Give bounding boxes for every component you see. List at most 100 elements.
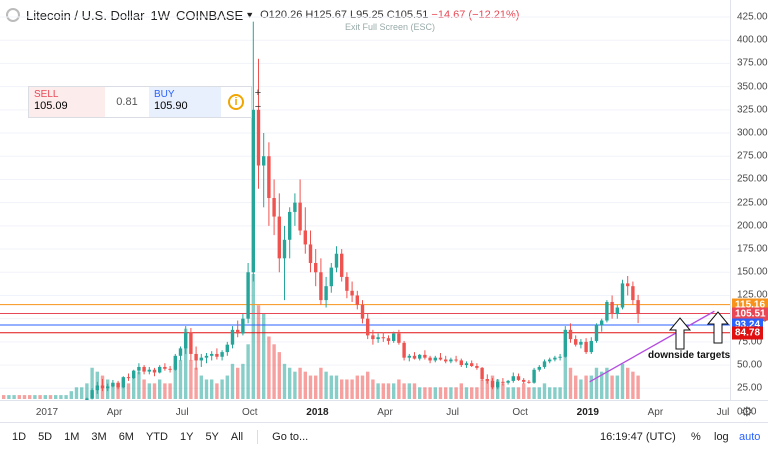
- candle-body: [334, 253, 339, 268]
- volume-bar: [246, 344, 250, 399]
- volume-bar: [600, 371, 604, 399]
- timeframe-3m[interactable]: 3M: [91, 431, 107, 443]
- volume-bar: [17, 395, 21, 399]
- candle-body: [542, 361, 547, 367]
- candle-body: [516, 376, 521, 380]
- candle-body: [589, 340, 593, 353]
- volume-bar: [22, 395, 27, 399]
- timeframe-1m[interactable]: 1M: [64, 431, 80, 443]
- candle-body: [485, 379, 489, 381]
- timeframe-ytd[interactable]: YTD: [145, 431, 168, 443]
- volume-bar: [392, 383, 396, 399]
- info-button[interactable]: i: [221, 87, 251, 117]
- candle-body: [95, 385, 99, 391]
- volume-bar: [407, 383, 411, 399]
- time-tick: 2018: [306, 407, 329, 418]
- candle-body: [366, 318, 370, 336]
- timeframe-6m[interactable]: 6M: [118, 431, 134, 443]
- volume-bar: [38, 395, 42, 399]
- volume-bar: [366, 371, 370, 399]
- volume-bar: [230, 363, 235, 399]
- candle-body: [438, 357, 443, 360]
- exit-fullscreen-hint[interactable]: Exit Full Screen (ESC): [345, 22, 436, 32]
- volume-bar: [620, 363, 625, 399]
- gear-icon[interactable]: ⚙: [741, 404, 753, 419]
- volume-bar: [350, 379, 354, 399]
- time-tick: Jul: [175, 407, 189, 418]
- volume-bar: [589, 375, 593, 399]
- interval-label[interactable]: 1W: [150, 7, 171, 23]
- price-axis[interactable]: 425.00 400.00 375.00 350.00 325.00 300.00 275.…: [730, 0, 768, 417]
- goto-button[interactable]: Go to...: [272, 431, 309, 443]
- volume-bar: [80, 387, 84, 399]
- candle-body: [449, 359, 453, 362]
- timeframe-all[interactable]: All: [230, 431, 244, 443]
- buy-price: 105.90: [154, 100, 188, 112]
- volume-bar: [308, 375, 313, 399]
- candle-body: [215, 353, 219, 357]
- buy-button[interactable]: BUY 105.90: [149, 87, 221, 117]
- time-tick: Oct: [242, 407, 258, 418]
- zoom-in-button[interactable]: +: [254, 87, 262, 99]
- price-tick: 50.00: [737, 359, 763, 371]
- volume-bar: [74, 387, 79, 399]
- volume-bar: [412, 383, 417, 399]
- auto-toggle[interactable]: auto: [739, 431, 761, 443]
- exchange-label[interactable]: COINBASE: [176, 7, 244, 23]
- volume-bar: [210, 379, 214, 399]
- arrow-up-icon: [668, 317, 692, 350]
- timeframe-5y[interactable]: 5Y: [205, 431, 219, 443]
- spread-value: 0.81: [116, 96, 138, 108]
- percent-toggle[interactable]: %: [691, 431, 701, 443]
- time-axis[interactable]: 2017 Apr Jul Oct 2018 Apr Jul Oct 2019 Apr Jul: [0, 400, 768, 423]
- bottom-toolbar: 1D 5D 1M 3M 6M YTD 1Y 5Y All Go to... 16:19:47 (…: [0, 422, 768, 451]
- sell-label: SELL: [34, 89, 59, 100]
- volume-bar: [189, 359, 193, 399]
- price-chart[interactable]: [0, 0, 730, 400]
- candle-body: [340, 253, 344, 277]
- ohlc-readout: O120.26 H125.67 L95.25 C105.51 −14.67 (−…: [260, 9, 519, 21]
- sell-button[interactable]: SELL 105.09: [29, 87, 105, 117]
- volume-bar: [511, 387, 515, 399]
- zoom-out-button[interactable]: −: [254, 101, 262, 113]
- symbol-title[interactable]: Litecoin / U.S. Dollar: [26, 7, 145, 23]
- price-tick: 300.00: [737, 127, 768, 139]
- log-toggle[interactable]: log: [714, 431, 729, 443]
- candle-body: [194, 353, 198, 361]
- candle-body: [407, 355, 411, 358]
- candle-body: [506, 380, 510, 383]
- volume-bar: [126, 383, 131, 399]
- candle-body: [288, 211, 292, 240]
- price-tick: 125.00: [737, 289, 768, 301]
- candle-body: [392, 333, 396, 341]
- price-tick: 400.00: [737, 34, 768, 46]
- price-tick: 225.00: [737, 197, 768, 209]
- volume-bar: [184, 328, 188, 399]
- candle-body: [553, 357, 557, 360]
- price-tick: 250.00: [737, 173, 768, 185]
- timeframe-1d[interactable]: 1D: [12, 431, 27, 443]
- volume-bar: [194, 367, 198, 399]
- volume-bar: [298, 367, 302, 399]
- volume-bar: [262, 313, 266, 399]
- volume-bar: [444, 387, 448, 399]
- volume-bar: [147, 383, 151, 399]
- chevron-down-icon[interactable]: ▼: [245, 10, 255, 20]
- volume-bar: [397, 379, 401, 399]
- volume-bar: [433, 387, 437, 399]
- timeframe-1y[interactable]: 1Y: [179, 431, 194, 443]
- high-value: H125.67: [305, 9, 347, 21]
- chart-grid: [0, 16, 730, 389]
- price-tick: 200.00: [737, 220, 768, 232]
- timeframe-group: 1D 5D 1M 3M 6M YTD 1Y 5Y All: [0, 431, 243, 443]
- volume-bar: [251, 274, 255, 399]
- volume-bar: [496, 379, 500, 399]
- volume-bar: [168, 383, 172, 399]
- utc-clock[interactable]: 16:19:47 (UTC): [600, 431, 676, 443]
- candle-body: [371, 335, 375, 340]
- candle-body: [605, 301, 609, 321]
- volume-bar: [568, 367, 573, 399]
- timeframe-5d[interactable]: 5D: [38, 431, 53, 443]
- volume-bar: [293, 371, 297, 399]
- volume-bar: [282, 363, 287, 399]
